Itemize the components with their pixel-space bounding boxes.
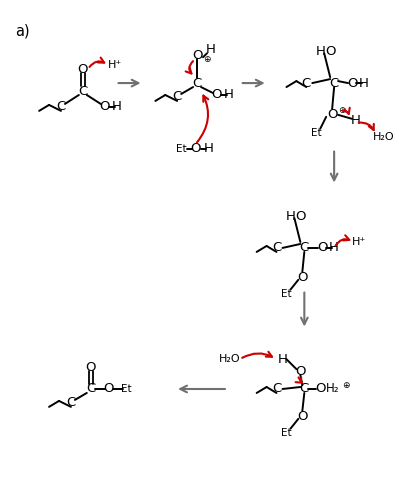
Text: H: H bbox=[315, 45, 325, 58]
Text: H: H bbox=[204, 142, 214, 155]
Text: O: O bbox=[192, 49, 202, 62]
Text: O: O bbox=[347, 77, 357, 90]
Text: Et: Et bbox=[281, 288, 292, 299]
Text: C: C bbox=[300, 241, 309, 254]
Text: Et: Et bbox=[176, 144, 187, 154]
Text: O: O bbox=[212, 88, 222, 101]
Text: H₂O: H₂O bbox=[219, 354, 241, 364]
Text: ⊕: ⊕ bbox=[203, 55, 211, 64]
Text: O: O bbox=[77, 63, 88, 76]
Text: H: H bbox=[224, 88, 234, 101]
Text: H: H bbox=[329, 241, 339, 254]
Text: C: C bbox=[56, 100, 66, 113]
Text: H⁺: H⁺ bbox=[352, 237, 366, 247]
Text: O: O bbox=[327, 108, 337, 121]
Text: O: O bbox=[295, 210, 306, 223]
Text: ⊕: ⊕ bbox=[342, 381, 350, 389]
Text: O: O bbox=[103, 383, 114, 396]
Text: O: O bbox=[315, 383, 325, 396]
Text: a): a) bbox=[15, 24, 30, 38]
Text: C: C bbox=[78, 84, 87, 97]
Text: H₂: H₂ bbox=[325, 383, 339, 396]
Text: H: H bbox=[278, 353, 288, 366]
Text: H: H bbox=[351, 114, 361, 127]
Text: C: C bbox=[173, 90, 182, 104]
Text: C: C bbox=[272, 241, 281, 254]
Text: Et: Et bbox=[121, 384, 132, 394]
Text: C: C bbox=[272, 383, 281, 396]
Text: Et: Et bbox=[311, 128, 321, 138]
Text: O: O bbox=[295, 365, 306, 378]
Text: C: C bbox=[302, 77, 311, 90]
Text: O: O bbox=[86, 360, 96, 373]
Text: H⁺: H⁺ bbox=[108, 60, 122, 70]
Text: H: H bbox=[206, 43, 216, 56]
Text: O: O bbox=[99, 100, 110, 113]
Text: H₂O: H₂O bbox=[373, 132, 395, 142]
Text: C: C bbox=[330, 77, 339, 90]
Text: C: C bbox=[300, 383, 309, 396]
Text: O: O bbox=[190, 142, 200, 155]
Text: O: O bbox=[297, 410, 308, 423]
Text: C: C bbox=[86, 383, 96, 396]
Text: H: H bbox=[286, 210, 295, 223]
Text: H: H bbox=[112, 100, 122, 113]
Text: O: O bbox=[297, 271, 308, 284]
Text: C: C bbox=[192, 77, 202, 90]
Text: O: O bbox=[317, 241, 328, 254]
Text: H: H bbox=[359, 77, 369, 90]
Text: C: C bbox=[66, 396, 75, 409]
Text: Et: Et bbox=[281, 428, 292, 438]
Text: ⊕: ⊕ bbox=[338, 107, 346, 115]
Text: O: O bbox=[325, 45, 335, 58]
